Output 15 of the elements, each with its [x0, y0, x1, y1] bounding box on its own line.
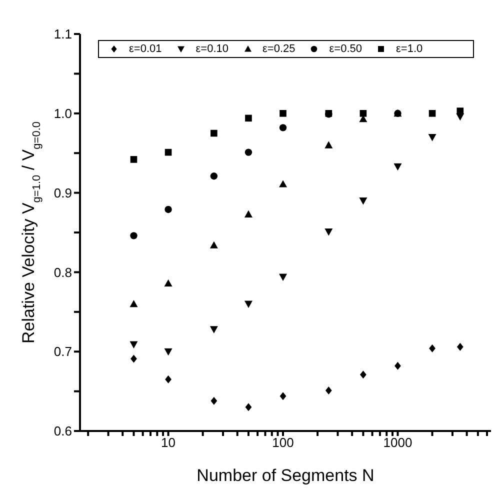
y-tick-label: 1.0 — [54, 106, 72, 122]
x-tick-label: 1000 — [383, 435, 412, 450]
x-axis-title: Number of Segments N — [196, 466, 374, 485]
legend-label: ε=0.01 — [129, 43, 162, 55]
x-tick-label: 100 — [272, 435, 294, 450]
legend-label: ε=0.50 — [329, 43, 362, 55]
legend-label: ε=1.0 — [396, 43, 423, 55]
y-tick-label: 1.1 — [54, 26, 72, 42]
y-tick-label: 0.7 — [54, 344, 72, 360]
legend-label: ε=0.25 — [262, 43, 296, 55]
legend-label: ε=0.10 — [196, 43, 228, 55]
y-tick-label: 0.8 — [54, 264, 72, 280]
x-tick-label: 10 — [161, 435, 176, 450]
y-tick-label: 0.9 — [54, 185, 72, 200]
y-tick-label: 0.6 — [54, 424, 72, 439]
